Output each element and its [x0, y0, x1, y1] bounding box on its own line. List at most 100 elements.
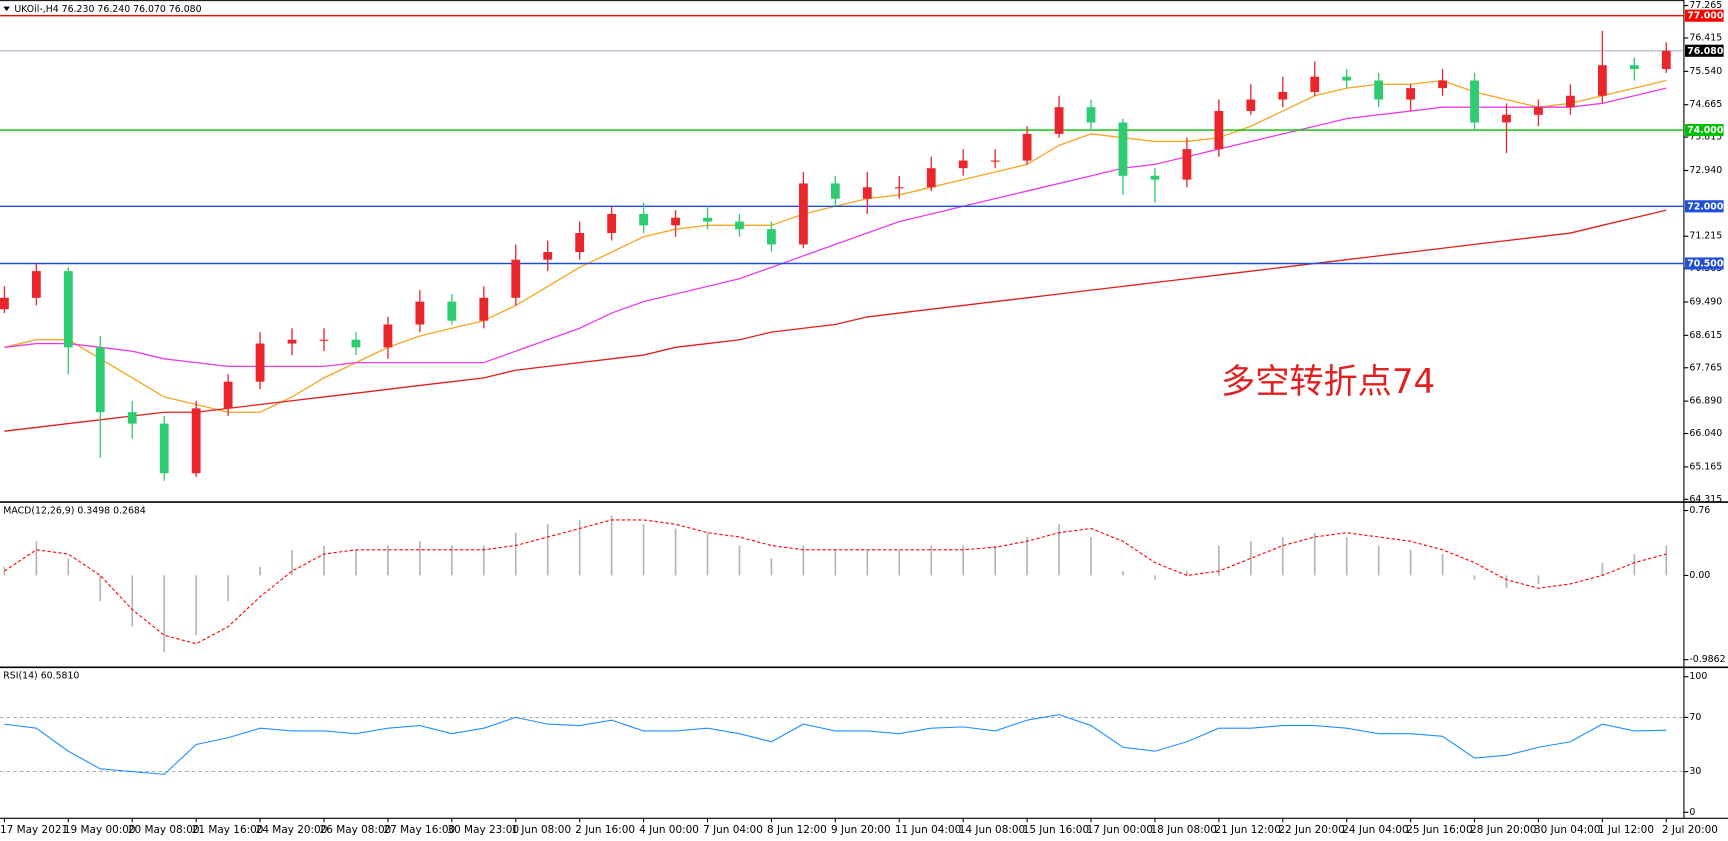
- candle-body: [735, 221, 744, 230]
- y-tick-label: 69.490: [1689, 297, 1722, 308]
- x-tick-label: 28 Jun 20:00: [1470, 824, 1536, 836]
- candle-body: [1470, 80, 1479, 123]
- y-tick-label: 66.890: [1689, 396, 1722, 407]
- y-tick-label: 73.815: [1689, 132, 1722, 143]
- x-tick-label: 21 May 16:00: [192, 824, 264, 836]
- level-label-box: [1685, 200, 1724, 213]
- candle-body: [671, 217, 680, 226]
- x-tick-label: 2 Jul 20:00: [1662, 824, 1718, 836]
- candle-body: [1214, 110, 1224, 150]
- x-tick-label: 24 May 20:00: [256, 824, 328, 836]
- candle-body: [159, 423, 169, 474]
- level-label-box: [1685, 123, 1724, 137]
- x-tick-label: 7 Jun 04:00: [703, 824, 763, 836]
- level-label-box: [1685, 257, 1724, 270]
- candle-body: [1150, 175, 1160, 180]
- macd-signal: [4, 519, 1667, 645]
- x-tick-label: 24 Jun 04:00: [1342, 824, 1408, 836]
- panel-title: RSI(14) 60.5810: [3, 671, 79, 682]
- y-tick-label: 30: [1689, 766, 1701, 777]
- x-tick-label: 2 Jun 16:00: [575, 824, 635, 836]
- candle-body: [639, 213, 648, 226]
- x-tick-label: 26 May 08:00: [320, 824, 392, 836]
- moving-average: [4, 209, 1667, 432]
- candle-body: [191, 408, 201, 474]
- candle-body: [1374, 80, 1384, 100]
- candle-body: [1502, 114, 1511, 123]
- candle-body: [0, 297, 9, 310]
- candle-body: [798, 183, 808, 245]
- candle-body: [1597, 65, 1607, 96]
- x-tick-label: 22 Jun 20:00: [1278, 824, 1344, 836]
- x-tick-label: 30 Jun 04:00: [1534, 824, 1600, 836]
- x-tick-label: 17 Jun 00:00: [1087, 824, 1153, 836]
- annotation: 多空转折点74: [1221, 362, 1435, 402]
- candle-body: [958, 160, 968, 169]
- x-tick-label: 14 Jun 08:00: [959, 824, 1025, 836]
- candle-body: [1054, 107, 1064, 134]
- menu-triangle: [3, 6, 10, 12]
- x-tick-label: 30 May 23:00: [447, 824, 519, 836]
- candle-body: [383, 324, 393, 348]
- candle-body: [703, 217, 712, 222]
- y-tick-label: 75.540: [1689, 66, 1722, 77]
- level-label: 70.500: [1687, 259, 1724, 270]
- x-tick-label: 25 Jun 16:00: [1406, 824, 1472, 836]
- candle-body: [31, 271, 41, 298]
- candle-body: [287, 339, 297, 344]
- candle-body: [1246, 99, 1256, 111]
- x-tick-label: 11 Jun 04:00: [895, 824, 961, 836]
- candle-body: [990, 160, 1000, 162]
- level-label: 76.080: [1687, 46, 1724, 57]
- candle-body: [319, 339, 329, 341]
- candle-body: [95, 347, 105, 413]
- candle-body: [127, 412, 137, 424]
- candle-body: [926, 168, 936, 188]
- level-label-box: [1685, 9, 1724, 22]
- y-tick-label: 66.040: [1689, 428, 1722, 439]
- x-tick-label: 15 Jun 16:00: [1023, 824, 1089, 836]
- y-tick-label: 74.665: [1689, 99, 1722, 110]
- moving-average: [4, 87, 1667, 368]
- candle-body: [351, 339, 361, 348]
- y-tick-label: 77.265: [1689, 0, 1722, 11]
- x-tick-label: 4 Jun 00:00: [639, 824, 699, 836]
- candle-body: [1661, 50, 1671, 70]
- candle-body: [607, 213, 617, 233]
- y-tick-label: 71.215: [1689, 231, 1722, 242]
- x-tick-label: 20 May 08:00: [128, 824, 200, 836]
- candle-body: [255, 343, 265, 382]
- candle-body: [1182, 149, 1192, 180]
- y-tick-label: 0.76: [1689, 505, 1710, 516]
- x-tick-label: 21 Jun 12:00: [1214, 824, 1280, 836]
- candle-body: [1310, 76, 1320, 92]
- level-label: 74.000: [1687, 125, 1724, 136]
- level-label: 72.000: [1687, 201, 1724, 212]
- y-tick-label: 0: [1689, 807, 1695, 818]
- y-tick-label: 68.615: [1689, 330, 1722, 341]
- y-tick-label: 76.415: [1689, 32, 1722, 43]
- candle-body: [415, 301, 425, 325]
- candle-body: [223, 381, 233, 409]
- candle-body: [575, 232, 585, 253]
- y-tick-label: 72.940: [1689, 165, 1722, 176]
- candle-body: [1438, 80, 1447, 89]
- candle-body: [1086, 107, 1096, 123]
- candle-body: [511, 259, 521, 298]
- candle-body: [1406, 88, 1416, 100]
- x-tick-label: 1 Jun 08:00: [511, 824, 571, 836]
- panel-title: UKOil-,H4 76.230 76.240 76.070 76.080: [14, 4, 201, 15]
- x-tick-label: 18 Jun 08:00: [1151, 824, 1217, 836]
- x-tick-label: 17 May 2021: [0, 824, 68, 836]
- y-tick-label: -0.9862: [1689, 654, 1725, 665]
- candle-body: [1118, 122, 1128, 176]
- y-tick-label: 67.765: [1689, 362, 1722, 373]
- y-tick-label: 70: [1689, 712, 1701, 723]
- candle-body: [1342, 76, 1352, 81]
- candle-body: [830, 183, 840, 199]
- candle-body: [1278, 91, 1288, 100]
- x-tick-label: 9 Jun 20:00: [831, 824, 891, 836]
- candle-body: [479, 297, 489, 321]
